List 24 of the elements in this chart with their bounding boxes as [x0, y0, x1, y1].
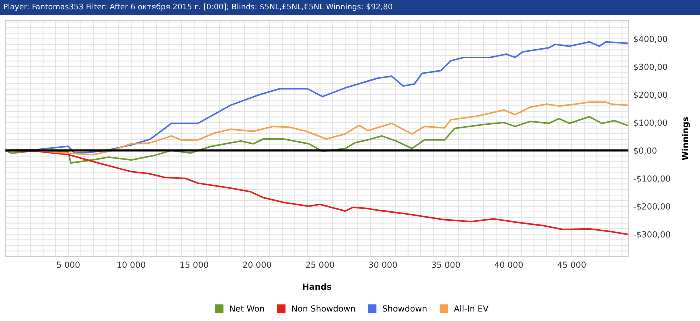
x-tick-label: 40 000	[494, 262, 524, 268]
x-tick-label: 25 000	[306, 262, 334, 268]
x-tick-label: 5 000	[57, 262, 80, 268]
line-series	[6, 116, 628, 164]
legend-label: All-In EV	[454, 305, 489, 312]
legend-label: Non Showdown	[292, 305, 356, 312]
x-tick-label: 35 000	[432, 262, 460, 268]
y-tick-label: $300,00	[634, 64, 668, 72]
y-tick-label: $400,00	[634, 36, 668, 44]
x-tick-label: 15 000	[180, 262, 208, 268]
y-tick-label: -$300,00	[634, 231, 670, 239]
y-tick-label: -$100,00	[634, 175, 670, 184]
y-axis-title: Winnings	[682, 117, 690, 160]
legend-label: Net Won	[230, 306, 264, 312]
x-tick-label: 45 000	[558, 262, 586, 268]
y-tick-label: $0,00	[634, 148, 657, 156]
y-tick-label: $200,00	[634, 92, 668, 100]
legend-label: Showdown	[383, 305, 427, 312]
x-tick-label: 20 000	[243, 262, 272, 268]
x-tick-label: 30 000	[369, 262, 398, 268]
x-axis-title: Hands	[303, 284, 332, 290]
y-tick-label: -$200,00	[634, 203, 670, 211]
x-tick-label: 10 000	[118, 262, 146, 268]
y-tick-label: $100,00	[634, 120, 668, 128]
